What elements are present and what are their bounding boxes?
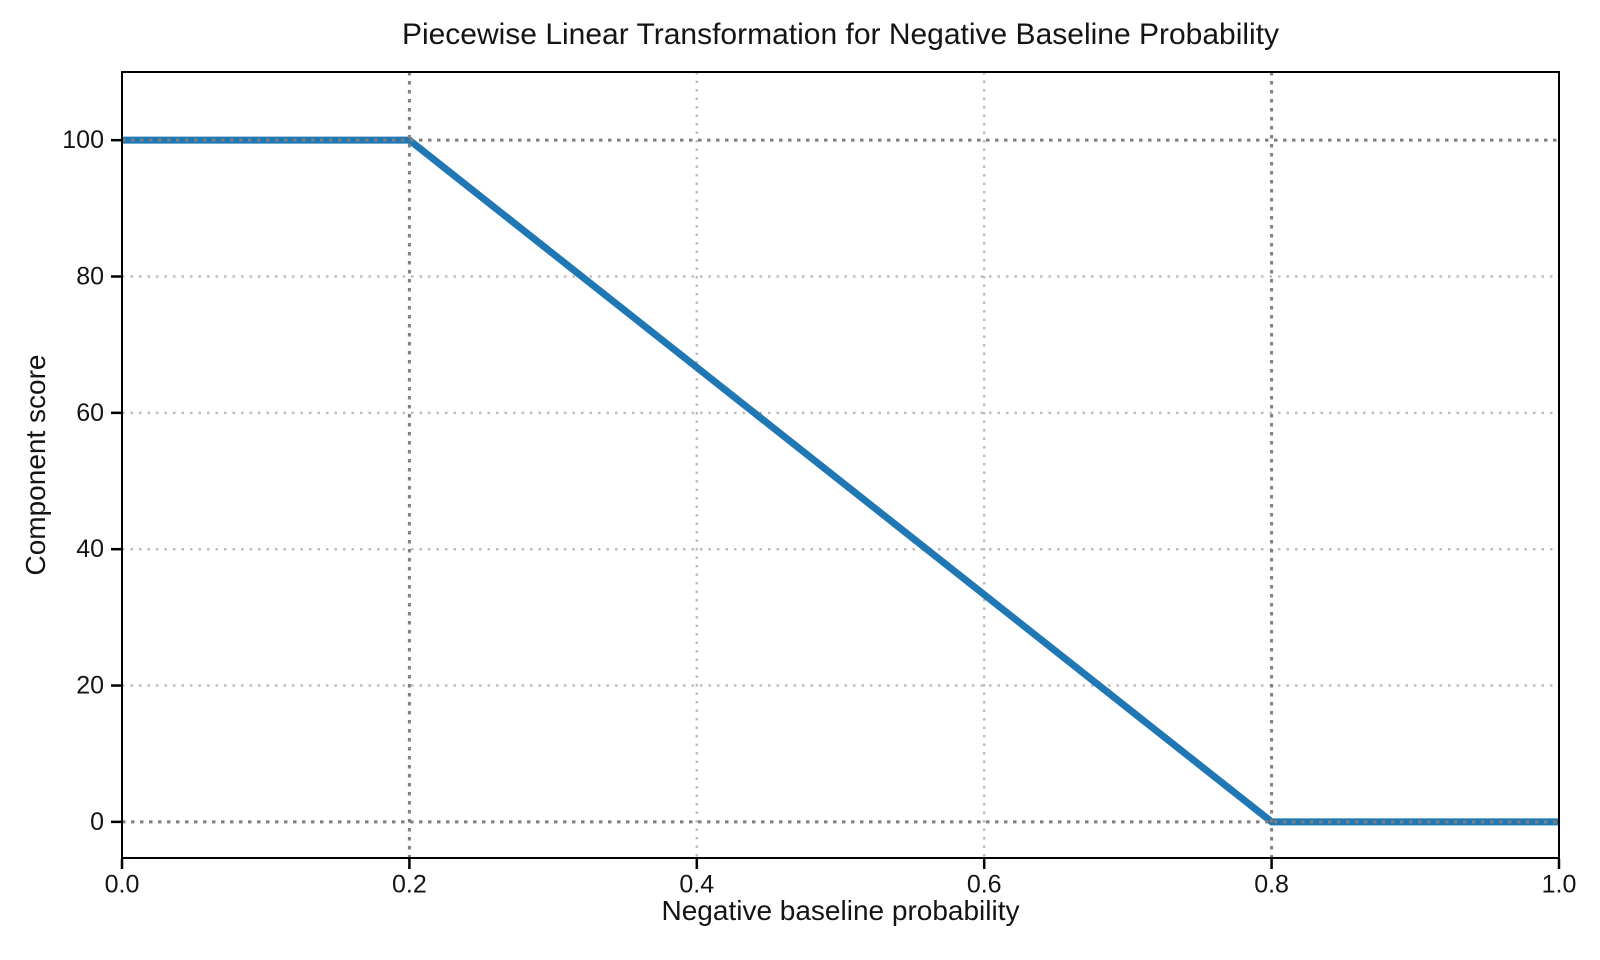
y-axis-label: Component score	[20, 354, 51, 576]
y-tick-label: 20	[76, 672, 104, 700]
chart-title: Piecewise Linear Transformation for Nega…	[401, 18, 1280, 51]
plot-border	[121, 71, 1560, 859]
x-tick-label: 0.4	[679, 871, 714, 899]
x-tick-label: 1.0	[1542, 871, 1577, 899]
x-tick-label: 0.2	[392, 871, 427, 899]
y-tick-label: 40	[76, 535, 104, 563]
series-line	[122, 136, 1559, 826]
x-tick-label: 0.8	[1254, 871, 1289, 899]
x-axis-label: Negative baseline probability	[661, 895, 1020, 926]
x-tick-label: 0.0	[105, 871, 140, 899]
x-tick-label: 0.6	[967, 871, 1002, 899]
y-tick-label: 100	[62, 126, 104, 154]
y-tick-label: 60	[76, 399, 104, 427]
y-tick-label: 0	[90, 808, 104, 836]
y-tick-label: 80	[76, 263, 104, 291]
